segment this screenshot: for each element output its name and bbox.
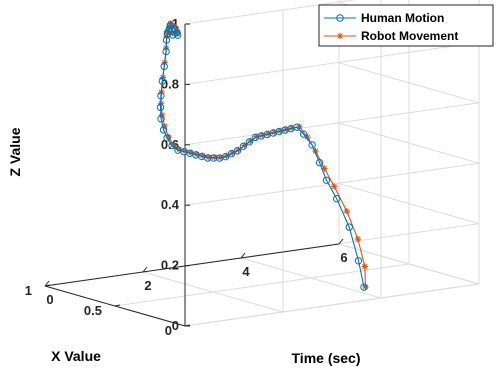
y-tick-label: 6	[340, 250, 347, 265]
x-tick	[184, 324, 191, 327]
human-motion-point	[156, 103, 165, 112]
x-tick	[114, 304, 121, 307]
human-motion-point	[159, 126, 168, 134]
human-motion-point	[162, 47, 170, 56]
z-axis-label: Z Value	[7, 127, 23, 176]
human-motion-point	[168, 141, 176, 150]
y-tick-label: 0	[46, 292, 53, 307]
x-tick-label: 0	[165, 323, 172, 338]
robot-movement-point	[354, 235, 362, 243]
robot-movement-point	[361, 263, 368, 270]
x-tick-label: 0.5	[84, 303, 102, 318]
z-tick-label: 0	[172, 318, 179, 333]
human-motion-point	[251, 133, 260, 142]
human-motion-point	[165, 25, 174, 33]
gridline-back-z	[184, 0, 357, 25]
human-motion-point	[332, 195, 341, 203]
human-motion-point	[354, 257, 363, 265]
human-motion-point	[245, 138, 254, 146]
human-motion-point	[308, 141, 316, 149]
legend-marker-robot	[336, 32, 344, 40]
gridline-floor-x	[184, 283, 480, 327]
x-tick	[44, 284, 51, 287]
human-motion-point	[157, 92, 165, 100]
robot-movement-point	[330, 183, 338, 190]
z-tick-label: 1	[172, 16, 179, 31]
human-motion-point	[227, 150, 236, 158]
human-motion-point	[299, 130, 308, 138]
human-motion-point	[233, 147, 242, 155]
y-tick	[338, 238, 344, 245]
human-motion-point	[173, 31, 182, 39]
gridline-back-z	[184, 41, 480, 85]
human-motion-point	[345, 223, 353, 231]
human-motion-point	[163, 134, 171, 142]
human-motion-point	[239, 142, 248, 150]
human-motion-point	[158, 77, 167, 85]
y-tick	[44, 280, 50, 287]
series-layer	[156, 20, 369, 291]
human-motion-point	[166, 22, 175, 30]
z-tick-label: 0.2	[161, 258, 179, 273]
legend-asterisk	[336, 32, 344, 40]
y-axis-label: Time (sec)	[292, 350, 361, 366]
human-motion-point	[157, 115, 165, 123]
z-tick-label: 0.4	[161, 197, 180, 212]
y-tick	[142, 266, 148, 273]
human-motion-point	[174, 146, 182, 154]
robot-movement-point	[343, 207, 350, 215]
gridline-back-z	[184, 102, 480, 146]
human-motion-point	[160, 62, 168, 71]
legend: Human Motion Robot Movement	[318, 4, 494, 47]
human-motion-point	[163, 29, 172, 38]
y-tick-label: 4	[242, 264, 250, 279]
legend-box	[318, 4, 494, 47]
legend-label-human: Human Motion	[361, 11, 444, 25]
legend-marker-human	[336, 14, 344, 22]
y-tick	[240, 252, 246, 259]
y-axis-line	[44, 243, 340, 287]
human-motion-point	[168, 31, 177, 39]
x-tick-label: 1	[25, 283, 32, 298]
human-motion-point	[360, 283, 368, 291]
gridline-floor-x	[114, 263, 410, 307]
human-motion-point	[315, 158, 324, 167]
y-tick-label: 2	[144, 278, 151, 293]
legend-label-robot: Robot Movement	[361, 29, 458, 43]
x-axis-label: X Value	[51, 348, 101, 364]
human-motion-point	[322, 176, 331, 184]
